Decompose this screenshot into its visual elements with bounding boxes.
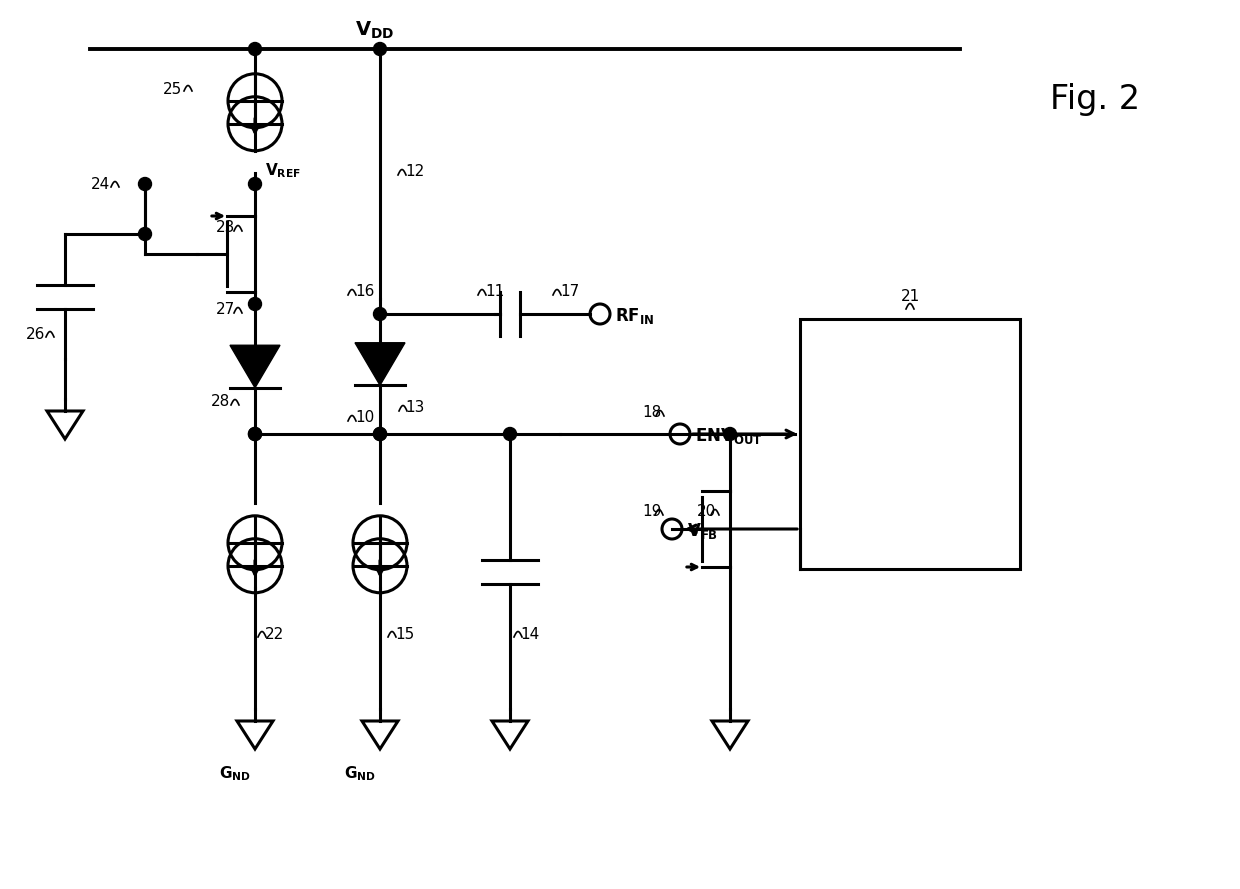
Text: $\mathbf{V_{DD}}$: $\mathbf{V_{DD}}$: [356, 20, 394, 41]
Text: 24: 24: [91, 177, 110, 191]
Circle shape: [723, 428, 737, 441]
Text: 15: 15: [396, 627, 414, 642]
Text: 23: 23: [216, 220, 236, 235]
Circle shape: [248, 428, 262, 441]
Text: $\mathbf{V_{REF}}$: $\mathbf{V_{REF}}$: [265, 161, 301, 180]
Circle shape: [373, 428, 387, 441]
Text: 19: 19: [642, 503, 662, 518]
Text: 13: 13: [405, 399, 424, 414]
Text: Fig. 2: Fig. 2: [1050, 83, 1140, 116]
Circle shape: [248, 428, 262, 441]
Text: 26: 26: [26, 326, 45, 341]
Circle shape: [503, 428, 517, 441]
Text: 22: 22: [265, 627, 284, 642]
Circle shape: [248, 298, 262, 310]
Polygon shape: [229, 345, 280, 388]
Circle shape: [139, 228, 151, 241]
Polygon shape: [355, 343, 405, 385]
Text: 17: 17: [560, 284, 579, 299]
Circle shape: [373, 428, 387, 441]
Text: 20: 20: [697, 503, 717, 518]
Circle shape: [248, 178, 262, 190]
Text: $\mathbf{V_{FB}}$: $\mathbf{V_{FB}}$: [687, 521, 718, 541]
Text: 18: 18: [642, 404, 662, 420]
Text: $\mathbf{RF_{IN}}$: $\mathbf{RF_{IN}}$: [615, 306, 655, 326]
Text: 28: 28: [211, 394, 229, 409]
Bar: [800, 319, 1021, 569]
Circle shape: [248, 43, 262, 55]
Text: 21: 21: [900, 289, 920, 304]
Text: 27: 27: [216, 301, 236, 316]
Text: $\mathbf{ENV_{OUT}}$: $\mathbf{ENV_{OUT}}$: [694, 426, 763, 446]
Text: $\mathbf{G_{ND}}$: $\mathbf{G_{ND}}$: [219, 764, 250, 782]
Text: 14: 14: [520, 627, 539, 642]
Text: 10: 10: [355, 410, 374, 425]
Circle shape: [373, 43, 387, 55]
Circle shape: [139, 178, 151, 190]
Circle shape: [373, 308, 387, 321]
Text: 11: 11: [485, 284, 505, 299]
Text: $\mathbf{G_{ND}}$: $\mathbf{G_{ND}}$: [343, 764, 376, 782]
Text: 16: 16: [355, 284, 374, 299]
Text: 25: 25: [162, 82, 182, 97]
Text: 12: 12: [405, 164, 424, 179]
